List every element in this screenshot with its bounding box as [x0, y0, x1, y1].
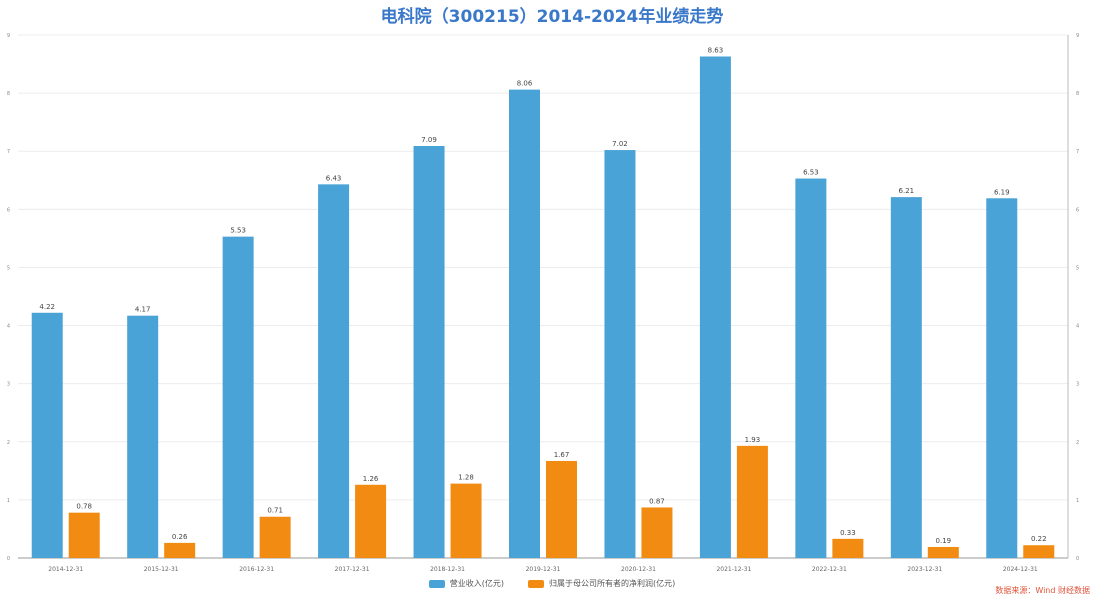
bar-profit	[736, 445, 768, 558]
data-label: 0.22	[1031, 535, 1047, 543]
bar-profit	[450, 483, 482, 558]
y-tick-label-left: 8	[7, 91, 10, 97]
data-label: 6.21	[899, 187, 915, 195]
bar-revenue	[890, 197, 922, 558]
x-tick-label: 2015-12-31	[144, 566, 179, 573]
bar-revenue	[604, 150, 636, 558]
data-label: 7.02	[612, 140, 628, 148]
y-tick-label-left: 2	[7, 440, 10, 446]
chart-title: 电科院（300215）2014-2024年业绩走势	[380, 7, 724, 27]
data-label: 8.63	[708, 47, 724, 55]
legend-swatch-revenue	[428, 579, 445, 588]
y-tick-label-right: 4	[1076, 324, 1079, 330]
bar-revenue	[986, 198, 1018, 558]
bar-profit	[1023, 545, 1055, 558]
x-tick-label: 2024-12-31	[1003, 566, 1038, 573]
data-label: 4.17	[135, 306, 151, 314]
data-label: 0.78	[76, 503, 92, 511]
y-tick-label-right: 3	[1076, 382, 1079, 388]
bar-revenue	[413, 145, 445, 558]
source-note: 数据来源：Wind 财经数据	[995, 586, 1090, 595]
x-tick-label: 2019-12-31	[526, 566, 561, 573]
bar-profit	[164, 542, 196, 558]
bar-revenue	[509, 89, 540, 558]
data-label: 1.28	[458, 474, 474, 482]
x-tick-label: 2018-12-31	[430, 566, 465, 573]
legend-item-profit[interactable]: 归属于母公司所有者的净利润(亿元)	[528, 578, 675, 589]
y-tick-label-right: 9	[1076, 33, 1079, 39]
legend-label-revenue: 营业收入(亿元)	[449, 579, 504, 588]
y-tick-label-left: 7	[7, 149, 10, 155]
bar-profit	[259, 516, 291, 558]
y-tick-label-right: 8	[1076, 91, 1079, 97]
data-label: 1.67	[554, 451, 570, 459]
data-label: 0.33	[840, 529, 856, 537]
bar-profit	[546, 460, 577, 558]
y-tick-label-right: 6	[1076, 207, 1079, 213]
x-tick-label: 2022-12-31	[812, 566, 847, 573]
bar-profit	[641, 507, 673, 558]
bar-revenue	[699, 56, 731, 559]
bar-revenue	[222, 236, 254, 558]
bar-profit	[355, 484, 387, 558]
data-label: 5.53	[230, 227, 246, 235]
bar-revenue	[31, 312, 63, 558]
legend-item-revenue[interactable]: 营业收入(亿元)	[428, 578, 504, 589]
data-label: 7.09	[421, 136, 437, 144]
x-tick-label: 2017-12-31	[335, 566, 370, 573]
y-tick-label-right: 7	[1076, 149, 1079, 155]
x-tick-label: 2023-12-31	[907, 566, 942, 573]
bar-revenue	[795, 178, 827, 559]
bar-revenue	[127, 315, 159, 558]
legend-label-profit: 归属于母公司所有者的净利润(亿元)	[549, 579, 676, 588]
bar-profit	[832, 538, 864, 558]
data-label: 6.53	[803, 169, 819, 177]
legend: 营业收入(亿元) 归属于母公司所有者的净利润(亿元)	[0, 578, 1104, 589]
y-tick-label-right: 2	[1076, 440, 1079, 446]
data-label: 0.19	[936, 537, 952, 545]
y-tick-label-left: 4	[7, 324, 10, 330]
bar-profit	[68, 512, 100, 558]
y-tick-label-left: 5	[7, 265, 10, 271]
data-label: 1.93	[745, 436, 761, 444]
x-tick-label: 2020-12-31	[621, 566, 656, 573]
y-tick-label-left: 3	[7, 382, 10, 388]
bar-revenue	[318, 184, 350, 558]
legend-swatch-profit	[528, 579, 544, 588]
data-label: 1.26	[363, 475, 379, 483]
y-tick-label-right: 1	[1076, 498, 1079, 504]
y-tick-label-left: 9	[7, 33, 10, 39]
data-label: 4.22	[39, 303, 55, 311]
y-tick-label-left: 6	[7, 207, 10, 213]
y-tick-label-left: 0	[7, 556, 10, 562]
y-tick-label-right: 0	[1076, 556, 1079, 562]
data-label: 6.43	[326, 174, 342, 182]
x-tick-label: 2014-12-31	[48, 566, 83, 573]
y-tick-label-left: 1	[7, 498, 10, 504]
data-label: 0.71	[267, 507, 283, 515]
data-label: 0.26	[172, 533, 188, 541]
data-label: 8.06	[517, 80, 533, 88]
x-tick-label: 2021-12-31	[716, 566, 751, 573]
data-label: 6.19	[994, 188, 1010, 196]
data-label: 0.87	[649, 497, 665, 505]
y-tick-label-right: 5	[1076, 265, 1079, 271]
bar-profit	[927, 546, 959, 558]
x-tick-label: 2016-12-31	[239, 566, 274, 573]
